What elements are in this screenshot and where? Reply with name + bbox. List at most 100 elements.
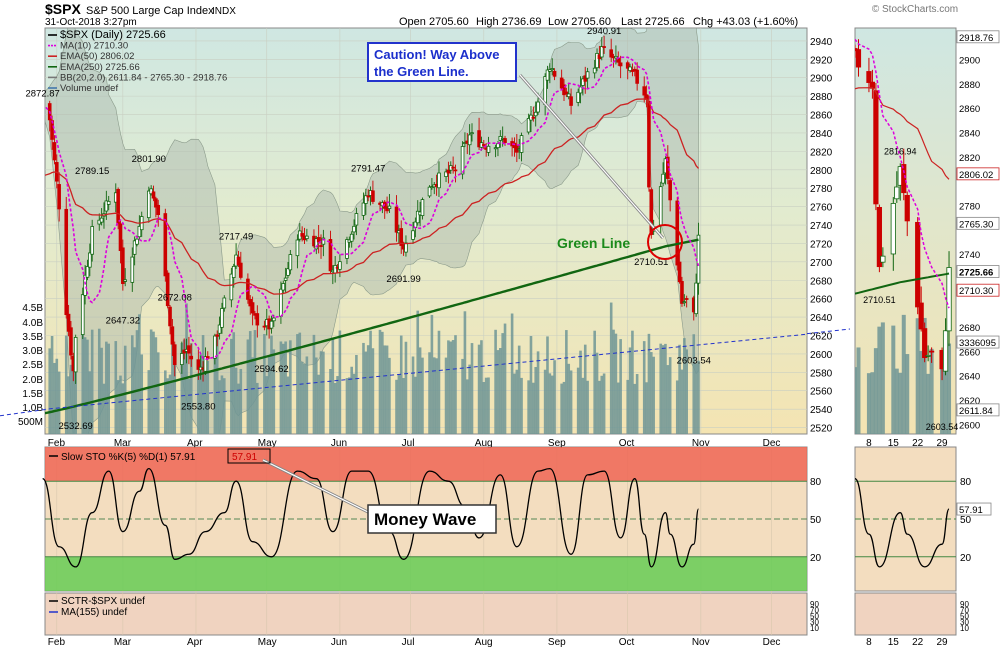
volume-bar (649, 352, 653, 434)
y-tick-label: 2720 (810, 239, 833, 250)
candle-up (73, 337, 78, 373)
x-tick-label: Apr (187, 438, 203, 449)
candle-up (137, 225, 142, 238)
candle-down (552, 70, 557, 77)
y-tick-label: 2540 (810, 405, 833, 416)
volume-bar (612, 329, 615, 434)
volume-bar (432, 357, 436, 434)
zoom-y-tick-label: 2680 (959, 323, 980, 334)
x-tick-label: May (258, 438, 277, 449)
candle-down (642, 86, 647, 96)
x-tick-label: Nov (692, 637, 710, 648)
volume-bar (55, 358, 59, 434)
candle-up (614, 55, 618, 59)
volume-bar (697, 360, 700, 434)
candle-down (121, 247, 125, 284)
volume-bar (616, 382, 620, 434)
candle-down (163, 213, 168, 277)
volume-bar (444, 357, 448, 434)
high-value: High 2736.69 (476, 16, 541, 28)
candle-up (283, 277, 288, 281)
volume-bar (90, 329, 94, 434)
y-tick-label: 2640 (810, 313, 833, 324)
volume-bar (437, 330, 441, 434)
candle-down (512, 142, 517, 149)
zoom-volume-bar (870, 372, 875, 434)
candle-down (239, 262, 243, 278)
volume-bar (501, 333, 504, 434)
candle-up (352, 225, 356, 233)
volume-bar (140, 354, 144, 434)
volume-bar (593, 330, 596, 434)
volume-bar (152, 331, 155, 434)
volume-bar (206, 360, 210, 434)
zoom-sto-tick-label: 50 (960, 515, 972, 526)
price-labels: 2872.87 2532.69 2789.15 2647.32 2801.90 2672.… (25, 26, 710, 432)
candle-up (349, 233, 354, 242)
candle-down (625, 62, 630, 69)
sto-line (42, 467, 700, 568)
zoom-candle-up (946, 267, 952, 332)
zoom-y-tick-label: 2765.30 (959, 219, 993, 230)
volume-bar (74, 357, 77, 434)
volume-bar (645, 382, 648, 434)
volume-bar (329, 369, 332, 434)
volume-bar (465, 379, 469, 434)
candle-up (493, 147, 498, 150)
volume-bar (83, 337, 87, 434)
zoom-candle-down (915, 221, 921, 308)
volume-tick-label: 2.0B (22, 375, 43, 386)
volume-bar (598, 380, 601, 434)
volume-bar (303, 363, 306, 434)
zoom-volume-bar (926, 373, 931, 434)
candle-down (236, 256, 241, 266)
candle-down (564, 91, 569, 94)
trend-line-extension (806, 328, 851, 335)
price-label: 2872.87 (25, 89, 59, 100)
candle-down (446, 169, 451, 174)
candle-up (595, 53, 599, 69)
zoom-sto-value: 57.91 (959, 505, 983, 516)
candle-down (250, 302, 255, 314)
y-tick-label: 2780 (810, 184, 833, 195)
volume-bar (463, 311, 467, 434)
volume-tick-label: 500M (18, 417, 43, 428)
volume-bar (482, 382, 486, 434)
volume-bar (567, 363, 571, 434)
volume-tick-label: 4.0B (22, 318, 43, 329)
candle-down (635, 69, 639, 84)
candle-up (364, 195, 368, 204)
axis-ticks: 2520 2540 2560 2580 2600 2620 2640 2660 2680 2700… (18, 37, 969, 648)
candle-up (83, 274, 87, 296)
volume-bar (189, 343, 193, 434)
volume-tick-label: 4.5B (22, 303, 43, 314)
volume-bar (336, 376, 339, 434)
volume-bar (548, 373, 552, 434)
x-tick-label: Oct (619, 637, 635, 648)
price-label: 2532.69 (58, 421, 92, 432)
sctr-legend: SCTR-$SPX undef MA(155) undef (49, 596, 145, 618)
candle-up (694, 282, 698, 315)
volume-bar (435, 358, 438, 434)
volume-bar (289, 340, 292, 434)
candle-up (460, 146, 465, 175)
zoom-y-tick-label: 2918.76 (959, 33, 993, 44)
x-tick-label: Feb (48, 637, 66, 648)
zoom-price-box (956, 335, 1000, 349)
legend-entry: Volume undef (60, 83, 118, 94)
volume-bar (218, 380, 221, 434)
volume-bar (166, 378, 169, 434)
zoom-x-tick-label: 22 (912, 438, 924, 449)
last-value: Last 2725.66 (621, 16, 685, 28)
volume-bar (345, 378, 349, 434)
zoom-y-tick-label: 2600 (959, 420, 980, 431)
candle-up (345, 239, 349, 259)
candle-down (684, 298, 689, 300)
zoom-sctr-tick-label: 10 (960, 624, 969, 633)
volume-bar (168, 374, 172, 434)
candle-up (88, 252, 92, 268)
y-tick-label: 2920 (810, 55, 833, 66)
candle-up (578, 86, 583, 94)
volume-bar (520, 377, 523, 434)
trend-line (45, 333, 807, 410)
